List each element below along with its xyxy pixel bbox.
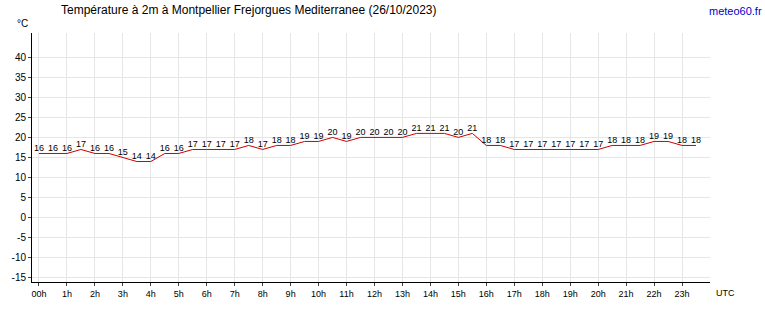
svg-text:20: 20: [15, 132, 27, 143]
svg-text:21: 21: [439, 123, 449, 133]
svg-text:16h: 16h: [479, 289, 494, 299]
svg-text:7h: 7h: [230, 289, 240, 299]
svg-text:21: 21: [411, 123, 421, 133]
svg-text:35: 35: [15, 72, 27, 83]
svg-text:-15: -15: [12, 272, 27, 283]
svg-text:17: 17: [537, 139, 547, 149]
svg-text:17h: 17h: [507, 289, 522, 299]
svg-text:Température à 2m à Montpellier: Température à 2m à Montpellier Frejorgue…: [61, 3, 437, 17]
svg-text:19: 19: [300, 131, 310, 141]
svg-text:5: 5: [20, 192, 26, 203]
svg-text:16: 16: [48, 143, 58, 153]
svg-text:18: 18: [635, 135, 645, 145]
svg-text:9h: 9h: [286, 289, 296, 299]
svg-text:18: 18: [607, 135, 617, 145]
svg-text:21: 21: [467, 123, 477, 133]
svg-text:17: 17: [523, 139, 533, 149]
svg-text:1h: 1h: [62, 289, 72, 299]
svg-text:15: 15: [118, 147, 128, 157]
svg-text:20: 20: [383, 127, 393, 137]
svg-text:6h: 6h: [202, 289, 212, 299]
svg-text:18h: 18h: [535, 289, 550, 299]
svg-text:18: 18: [495, 135, 505, 145]
svg-text:14h: 14h: [423, 289, 438, 299]
svg-text:16: 16: [174, 143, 184, 153]
svg-text:16: 16: [104, 143, 114, 153]
svg-text:16: 16: [160, 143, 170, 153]
svg-text:2h: 2h: [90, 289, 100, 299]
svg-text:3h: 3h: [118, 289, 128, 299]
svg-text:°C: °C: [17, 18, 28, 29]
svg-text:20: 20: [356, 127, 366, 137]
svg-text:00h: 00h: [31, 289, 46, 299]
svg-text:16: 16: [90, 143, 100, 153]
svg-text:10h: 10h: [311, 289, 326, 299]
svg-text:15: 15: [15, 152, 27, 163]
svg-text:19: 19: [342, 131, 352, 141]
svg-text:18: 18: [621, 135, 631, 145]
svg-text:14: 14: [132, 151, 142, 161]
svg-text:17: 17: [593, 139, 603, 149]
svg-text:16: 16: [34, 143, 44, 153]
svg-text:20: 20: [397, 127, 407, 137]
svg-text:17: 17: [509, 139, 519, 149]
svg-text:11h: 11h: [339, 289, 353, 299]
svg-text:17: 17: [188, 139, 198, 149]
svg-text:15h: 15h: [451, 289, 466, 299]
svg-text:13h: 13h: [395, 289, 410, 299]
svg-text:20h: 20h: [591, 289, 606, 299]
svg-text:18: 18: [691, 135, 701, 145]
svg-text:30: 30: [15, 92, 27, 103]
svg-text:19: 19: [314, 131, 324, 141]
svg-text:5h: 5h: [174, 289, 184, 299]
svg-text:17: 17: [230, 139, 240, 149]
svg-text:-10: -10: [12, 252, 27, 263]
svg-text:4h: 4h: [146, 289, 156, 299]
svg-text:16: 16: [62, 143, 72, 153]
svg-text:20: 20: [369, 127, 379, 137]
svg-text:23h: 23h: [675, 289, 690, 299]
svg-text:17: 17: [551, 139, 561, 149]
svg-text:17: 17: [565, 139, 575, 149]
svg-text:20: 20: [453, 127, 463, 137]
svg-text:8h: 8h: [258, 289, 268, 299]
svg-text:18: 18: [677, 135, 687, 145]
svg-text:10: 10: [15, 172, 27, 183]
svg-text:-5: -5: [17, 232, 26, 243]
svg-text:17: 17: [258, 139, 268, 149]
svg-text:12h: 12h: [367, 289, 382, 299]
svg-text:14: 14: [146, 151, 156, 161]
svg-text:meteo60.fr: meteo60.fr: [709, 5, 762, 17]
svg-text:17: 17: [202, 139, 212, 149]
svg-text:19: 19: [663, 131, 673, 141]
svg-text:17: 17: [579, 139, 589, 149]
svg-text:18: 18: [481, 135, 491, 145]
svg-text:17: 17: [76, 139, 86, 149]
svg-text:19: 19: [649, 131, 659, 141]
svg-text:UTC: UTC: [716, 288, 735, 298]
svg-text:20: 20: [328, 127, 338, 137]
svg-text:17: 17: [216, 139, 226, 149]
svg-text:18: 18: [286, 135, 296, 145]
svg-text:18: 18: [244, 135, 254, 145]
svg-text:40: 40: [15, 52, 27, 63]
svg-text:25: 25: [15, 112, 27, 123]
svg-text:0: 0: [20, 212, 26, 223]
svg-text:19h: 19h: [563, 289, 578, 299]
svg-text:22h: 22h: [647, 289, 662, 299]
svg-text:21: 21: [425, 123, 435, 133]
svg-text:21h: 21h: [619, 289, 634, 299]
svg-text:18: 18: [272, 135, 282, 145]
